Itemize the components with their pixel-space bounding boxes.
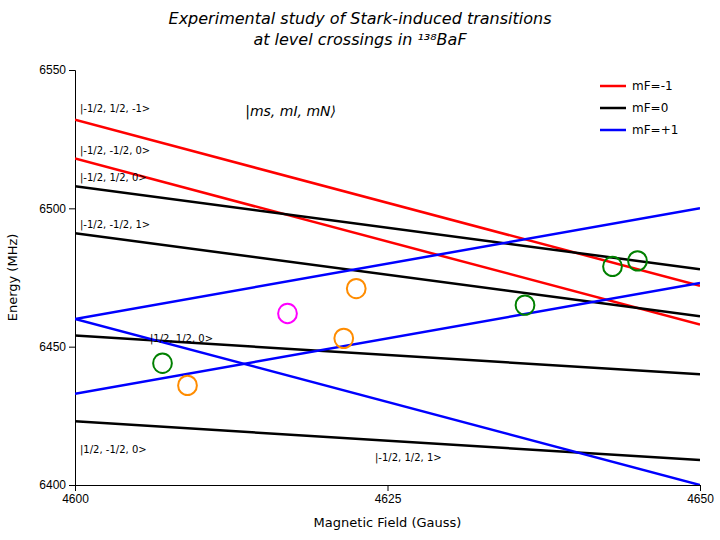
level-line [75, 120, 700, 286]
legend-item: mF=-1 [600, 79, 673, 93]
x-tick-label: 4600 [62, 492, 89, 506]
crossing-circle [516, 295, 535, 314]
y-tick-label: 6550 [39, 63, 66, 77]
x-tick: 4650 [687, 485, 714, 506]
legend-item: mF=+1 [600, 123, 678, 137]
y-tick-mark [69, 347, 75, 348]
legend-label: mF=-1 [632, 79, 673, 93]
level-line [75, 208, 700, 319]
crossing-circle [628, 251, 647, 270]
crossing-circle [278, 304, 297, 323]
crossing-circle [178, 376, 197, 395]
annotation: |-1/2, 1/2, 0> [80, 172, 147, 184]
annotation: |-1/2, -1/2, 1> [80, 219, 150, 231]
chart: Experimental study of Stark-induced tran… [0, 0, 720, 540]
legend-swatch [600, 107, 626, 110]
x-tick-label: 4650 [687, 492, 714, 506]
annotation: |ms, mI, mN⟩ [245, 103, 336, 120]
y-tick-label: 6500 [39, 202, 66, 216]
y-tick-mark [69, 70, 75, 71]
y-tick-mark [69, 208, 75, 209]
legend-swatch [600, 129, 626, 132]
annotation: |1/2, -1/2, 0> [80, 444, 147, 456]
legend: mF=-1 mF=0 mF=+1 [600, 79, 678, 137]
y-tick: 6550 [39, 63, 75, 77]
legend-swatch [600, 85, 626, 88]
x-tick: 4600 [62, 485, 89, 506]
legend-label: mF=0 [632, 101, 668, 115]
y-tick-label: 6400 [39, 478, 66, 492]
crossing-circle [153, 354, 172, 373]
crossing-circle [347, 279, 366, 298]
y-tick: 6450 [39, 340, 75, 354]
x-axis-line [76, 486, 701, 492]
y-axis: 6400 6450 6500 6550 [39, 63, 75, 492]
y-tick: 6500 [39, 202, 75, 216]
x-axis: 4600 4625 4650 [62, 485, 714, 506]
marks [75, 120, 700, 485]
x-tick-mark [388, 485, 389, 491]
crossing-circle [334, 329, 353, 348]
legend-item: mF=0 [600, 101, 668, 115]
annotation: |1/2, 1/2, 0> [150, 333, 213, 345]
crossing-circle [603, 257, 622, 276]
x-tick: 4625 [375, 485, 402, 506]
annotations: |ms, mI, mN⟩ |-1/2, 1/2, -1> |-1/2, -1/2, … [80, 103, 442, 464]
y-axis-line [69, 71, 76, 486]
level-line [75, 233, 700, 316]
level-line [75, 283, 700, 394]
annotation: |-1/2, 1/2, 1> [375, 452, 442, 464]
y-axis-title: Energy (MHz) [5, 234, 20, 322]
level-line [75, 186, 700, 269]
annotation: |-1/2, -1/2, 0> [80, 145, 150, 157]
y-tick: 6400 [39, 478, 75, 492]
legend-label: mF=+1 [632, 123, 678, 137]
x-tick-mark [700, 485, 701, 491]
plot: 4600 4625 4650 6400 6450 6500 6550 Magnetic Fie… [5, 63, 714, 530]
level-line [75, 319, 700, 485]
title: Experimental study of Stark-induced tran… [169, 9, 552, 49]
x-tick-label: 4625 [375, 492, 402, 506]
y-tick-label: 6450 [39, 340, 66, 354]
x-axis-title: Magnetic Field (Gauss) [314, 515, 462, 530]
y-tick-mark [69, 485, 75, 486]
annotation: |-1/2, 1/2, -1> [80, 103, 150, 115]
